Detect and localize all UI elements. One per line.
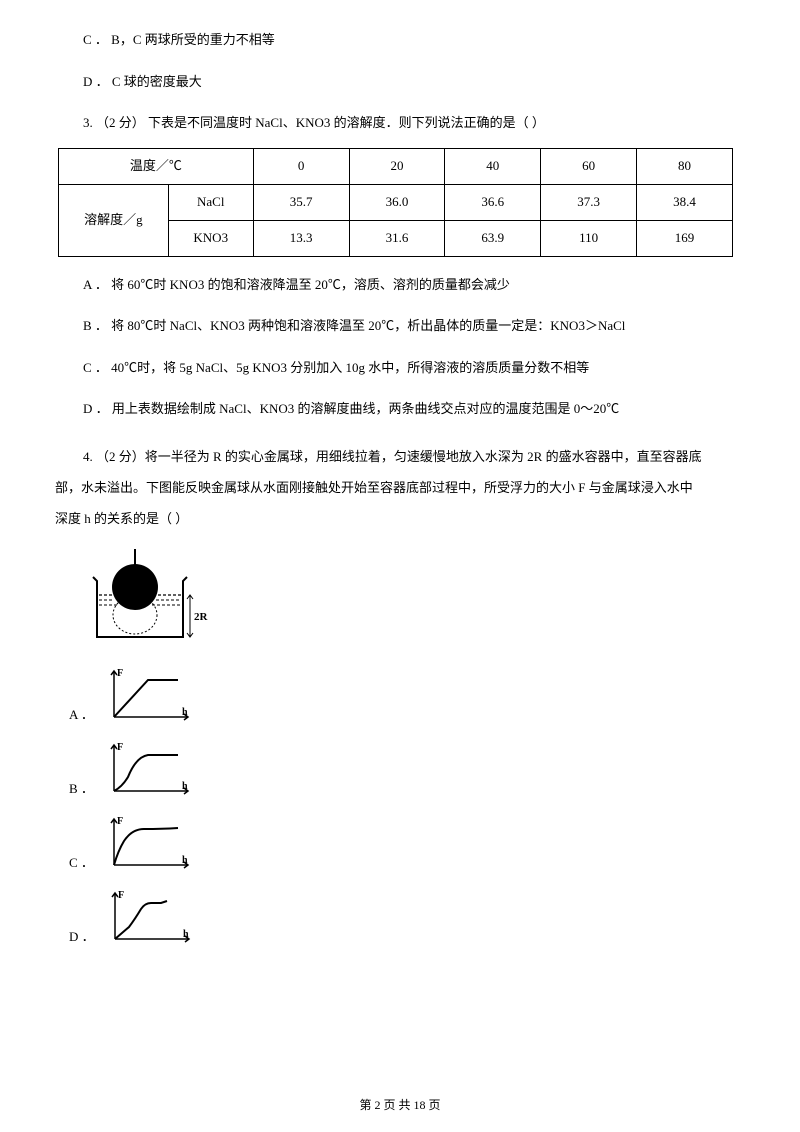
solubility-table: 温度／℃ 0 20 40 60 80 溶解度／g NaCl 35.7 36.0 …	[58, 148, 733, 257]
svg-text:F: F	[118, 890, 124, 901]
table-cell: 110	[541, 220, 637, 256]
table-cell: 80	[637, 148, 733, 184]
graph-d-icon: F h	[101, 887, 196, 949]
table-cell: 38.4	[637, 184, 733, 220]
table-subst-kno3: KNO3	[168, 220, 253, 256]
q4-stem-part2: 部，水未溢出。下图能反映金属球从水面刚接触处开始至容器底部过程中，所受浮力的大小…	[55, 480, 693, 495]
depth-label: 2R	[194, 611, 209, 623]
q3-option-c: C ． 40℃时，将 5g NaCl、5g KNO3 分别加入 10g 水中，所…	[55, 358, 745, 378]
q4-stem-part1: 4. （2 分）将一半径为 R 的实心金属球，用细线拉着，匀速缓慢地放入水深为 …	[83, 449, 702, 464]
svg-text:F: F	[117, 816, 123, 827]
svg-text:h: h	[182, 707, 188, 718]
table-cell: 60	[541, 148, 637, 184]
svg-text:F: F	[117, 742, 123, 753]
table-subst-nacl: NaCl	[168, 184, 253, 220]
q4-option-c: C ． F h	[69, 813, 745, 875]
table-cell: 36.6	[445, 184, 541, 220]
table-cell: 20	[349, 148, 445, 184]
option-letter-a: A ．	[69, 705, 94, 727]
q3-option-b: B ． 将 80℃时 NaCl、KNO3 两种饱和溶液降温至 20℃，析出晶体的…	[55, 316, 745, 336]
table-cell: 0	[253, 148, 349, 184]
option-letter-c: C ．	[69, 853, 94, 875]
table-header-sol: 溶解度／g	[59, 184, 169, 256]
table-cell: 13.3	[253, 220, 349, 256]
q3-option-a: A ． 将 60℃时 KNO3 的饱和溶液降温至 20℃，溶质、溶剂的质量都会减…	[55, 275, 745, 295]
table-cell: 169	[637, 220, 733, 256]
q4-option-a: A ． F h	[69, 665, 745, 727]
svg-text:F: F	[117, 668, 123, 679]
beaker-diagram: 2R	[85, 549, 745, 655]
prev-option-d: D ． C 球的密度最大	[55, 72, 745, 92]
svg-text:h: h	[182, 855, 188, 866]
option-letter-d: D ．	[69, 927, 95, 949]
q4-stem-part3: 深度 h 的关系的是（ ）	[55, 511, 188, 526]
q4-stem: 4. （2 分）将一半径为 R 的实心金属球，用细线拉着，匀速缓慢地放入水深为 …	[55, 441, 745, 535]
q3-stem: 3. （2 分） 下表是不同温度时 NaCl、KNO3 的溶解度．则下列说法正确…	[55, 113, 745, 133]
table-cell: 35.7	[253, 184, 349, 220]
table-cell: 36.0	[349, 184, 445, 220]
table-cell: 31.6	[349, 220, 445, 256]
graph-a-icon: F h	[100, 665, 195, 727]
q4-option-d: D ． F h	[69, 887, 745, 949]
svg-text:h: h	[183, 929, 189, 940]
table-cell: 40	[445, 148, 541, 184]
prev-option-c: C ． B，C 两球所受的重力不相等	[55, 30, 745, 50]
page-footer: 第 2 页 共 18 页	[0, 1096, 800, 1114]
table-cell: 37.3	[541, 184, 637, 220]
table-cell: 63.9	[445, 220, 541, 256]
graph-c-icon: F h	[100, 813, 195, 875]
graph-b-icon: F h	[100, 739, 195, 801]
svg-text:h: h	[182, 781, 188, 792]
q4-option-b: B ． F h	[69, 739, 745, 801]
q3-option-d: D ． 用上表数据绘制成 NaCl、KNO3 的溶解度曲线，两条曲线交点对应的温…	[55, 399, 745, 419]
table-header-temp: 温度／℃	[59, 148, 254, 184]
option-letter-b: B ．	[69, 779, 94, 801]
